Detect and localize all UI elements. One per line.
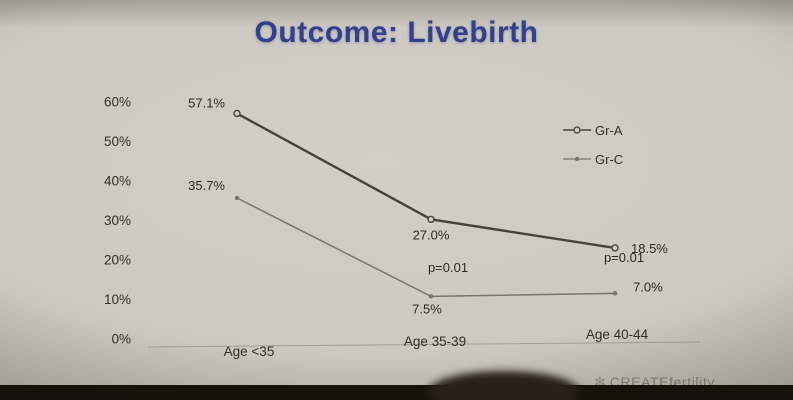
legend-label-gr-a: Gr-A [595, 122, 623, 138]
svg-text:50%: 50% [104, 134, 131, 149]
svg-text:27.0%: 27.0% [413, 227, 450, 242]
gr-a-line-marker-icon [562, 125, 592, 135]
gr-c-line-marker-icon [562, 154, 592, 164]
svg-text:Age 40-44: Age 40-44 [586, 327, 649, 342]
svg-text:20%: 20% [104, 253, 131, 268]
svg-text:60%: 60% [104, 95, 131, 110]
legend-label-gr-c: Gr-C [595, 151, 624, 167]
legend-item-gr-a: Gr-A [562, 122, 623, 138]
svg-text:Age 35-39: Age 35-39 [404, 334, 466, 349]
svg-text:0%: 0% [111, 332, 131, 347]
svg-text:7.5%: 7.5% [412, 301, 442, 316]
svg-text:35.7%: 35.7% [188, 178, 225, 193]
legend-item-gr-c: Gr-C [562, 151, 623, 167]
svg-text:Age <35: Age <35 [224, 344, 275, 359]
audience-silhouette-band [0, 385, 793, 400]
svg-text:p=0.01: p=0.01 [604, 250, 644, 265]
svg-text:57.1%: 57.1% [188, 95, 225, 110]
chart-legend: Gr-A Gr-C [562, 122, 623, 180]
svg-text:40%: 40% [104, 174, 131, 189]
svg-text:30%: 30% [104, 213, 131, 228]
svg-text:p=0.01: p=0.01 [428, 260, 468, 275]
svg-text:7.0%: 7.0% [633, 279, 663, 294]
svg-text:10%: 10% [104, 292, 131, 307]
